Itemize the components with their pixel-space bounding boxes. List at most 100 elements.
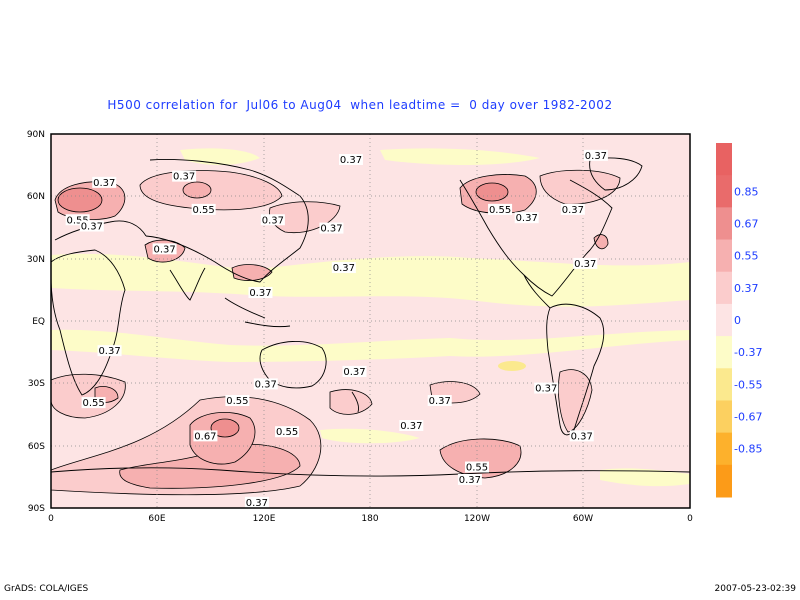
footer-timestamp: 2007-05-23-02:39: [714, 584, 797, 594]
map-frame: [50, 133, 691, 509]
contour-label-bg: [260, 214, 285, 226]
contour-label-bg: [225, 395, 250, 407]
contour-label-bg: [81, 397, 106, 409]
y-axis: 90N 60N 30N EQ 30S 60S 90S: [27, 130, 45, 514]
colorbar-label: -0.37: [734, 346, 762, 359]
contour-label-bg: [534, 382, 559, 394]
colorbar-label: -0.85: [734, 443, 762, 456]
colorbar-swatch: [716, 175, 732, 208]
contour-label: 0.37: [81, 222, 103, 233]
coast-europe: [54, 220, 147, 241]
contour-label-bg: [193, 430, 218, 442]
neg-region-moderate: [498, 361, 526, 371]
contour-label: 0.37: [246, 498, 268, 509]
pos-core-europe: [57, 187, 103, 213]
colorbar-label: -0.55: [734, 378, 762, 391]
contour-label: 0.37: [255, 379, 277, 390]
contour-label-bg: [244, 496, 269, 508]
contour-label: 0.55: [276, 427, 298, 438]
contour-label: 0.37: [98, 346, 120, 357]
contour-label: 0.37: [429, 396, 451, 407]
colorbar-swatch: [716, 400, 732, 434]
pos-core-canada: [475, 182, 509, 202]
contour-label: 0.55: [466, 463, 488, 474]
contour-label: 0.55: [66, 215, 88, 226]
colorbar-swatch: [716, 207, 732, 241]
coast-asia: [145, 159, 309, 283]
coast-north-america: [459, 179, 613, 297]
contour-label-bg: [172, 170, 197, 182]
contour-label-bg: [191, 203, 216, 215]
colorbar-label: 0.85: [734, 185, 759, 198]
pos-region-tasman: [329, 389, 373, 415]
pos-region-south-africa: [51, 373, 126, 419]
contour-label-bg: [573, 257, 598, 269]
contour-label: 0.67: [194, 431, 216, 442]
contour-label: 0.37: [535, 384, 557, 395]
x-tick-label: 120E: [253, 514, 276, 524]
colorbar-label: 0.67: [734, 217, 759, 230]
colorbar-label: 0.37: [734, 282, 759, 295]
contour-label-bg: [399, 419, 424, 431]
contour-label-bg: [97, 345, 122, 357]
map-title: H500 correlation for Jul06 to Aug04 when…: [107, 98, 613, 112]
contour-label-bg: [248, 286, 273, 298]
x-axis: 0 60E 120E 180 120W 60W 0: [48, 514, 693, 524]
contour-label: 0.37: [571, 431, 593, 442]
colorbar-swatch: [716, 336, 732, 369]
x-tick-label: 0: [687, 514, 693, 524]
y-tick-label: 90S: [28, 504, 45, 514]
coastlines: [51, 157, 690, 477]
contour-label-bg: [583, 149, 608, 161]
coast-south-america: [546, 303, 605, 436]
colorbar-label: 0.55: [734, 250, 759, 263]
neg-region-south-atlantic: [600, 468, 690, 487]
contour-label: 0.37: [585, 151, 607, 162]
contour-label-bg: [342, 365, 367, 377]
pos-region-southern-ocean-inner: [119, 444, 301, 489]
contour-label: 0.37: [459, 475, 481, 486]
contour-label-bg: [427, 395, 452, 407]
y-tick-label: EQ: [32, 317, 45, 327]
pos-core-siberia: [182, 181, 212, 199]
colorbar-swatch: [716, 239, 732, 273]
contour-label-bg: [457, 473, 482, 485]
contour-label-bg: [79, 220, 104, 232]
colorbar-label: -0.67: [734, 411, 762, 424]
colorbar-swatch: [716, 143, 732, 176]
contour-label-bg: [331, 262, 356, 274]
contour-label: 0.37: [340, 155, 362, 166]
contour-label: 0.37: [343, 367, 365, 378]
colorbar-swatch: [716, 271, 732, 305]
coast-indonesia: [224, 297, 291, 328]
colorbar-swatch: [716, 432, 732, 466]
contour-label: 0.37: [262, 215, 284, 226]
correlation-field: [51, 134, 690, 508]
x-tick-label: 120W: [464, 514, 490, 524]
y-tick-label: 30S: [28, 379, 45, 389]
contour-label: 0.55: [193, 205, 215, 216]
contour-label-bg: [560, 203, 585, 215]
neg-region-tropics-north: [51, 253, 690, 307]
x-tick-label: 180: [361, 514, 378, 524]
coast-antarctica: [51, 467, 690, 477]
contour-label: 0.37: [400, 421, 422, 432]
colorbar: 0.85 0.67 0.55 0.37 0 -0.37 -0.55 -0.67 -0.85: [716, 143, 762, 498]
contour-label-bg: [65, 214, 90, 226]
x-tick-label: 0: [48, 514, 54, 524]
pos-region-south-pacific: [439, 438, 522, 479]
contour-label: 0.55: [226, 396, 248, 407]
coast-new-zealand: [351, 391, 359, 413]
contour-label: 0.37: [93, 178, 115, 189]
contour-label: 0.37: [562, 205, 584, 216]
x-tick-label: 60W: [573, 514, 593, 524]
neg-region-tropics-south: [51, 329, 690, 362]
contour-label-bg: [569, 430, 594, 442]
contour-label-bg: [253, 378, 278, 390]
y-tick-label: 30N: [27, 255, 45, 265]
neg-region-arctic-2: [380, 148, 540, 165]
colorbar-swatch: [716, 368, 732, 401]
pos-core-indian-ocean: [210, 418, 240, 438]
footer-credit: GrADS: COLA/IGES: [4, 584, 89, 594]
